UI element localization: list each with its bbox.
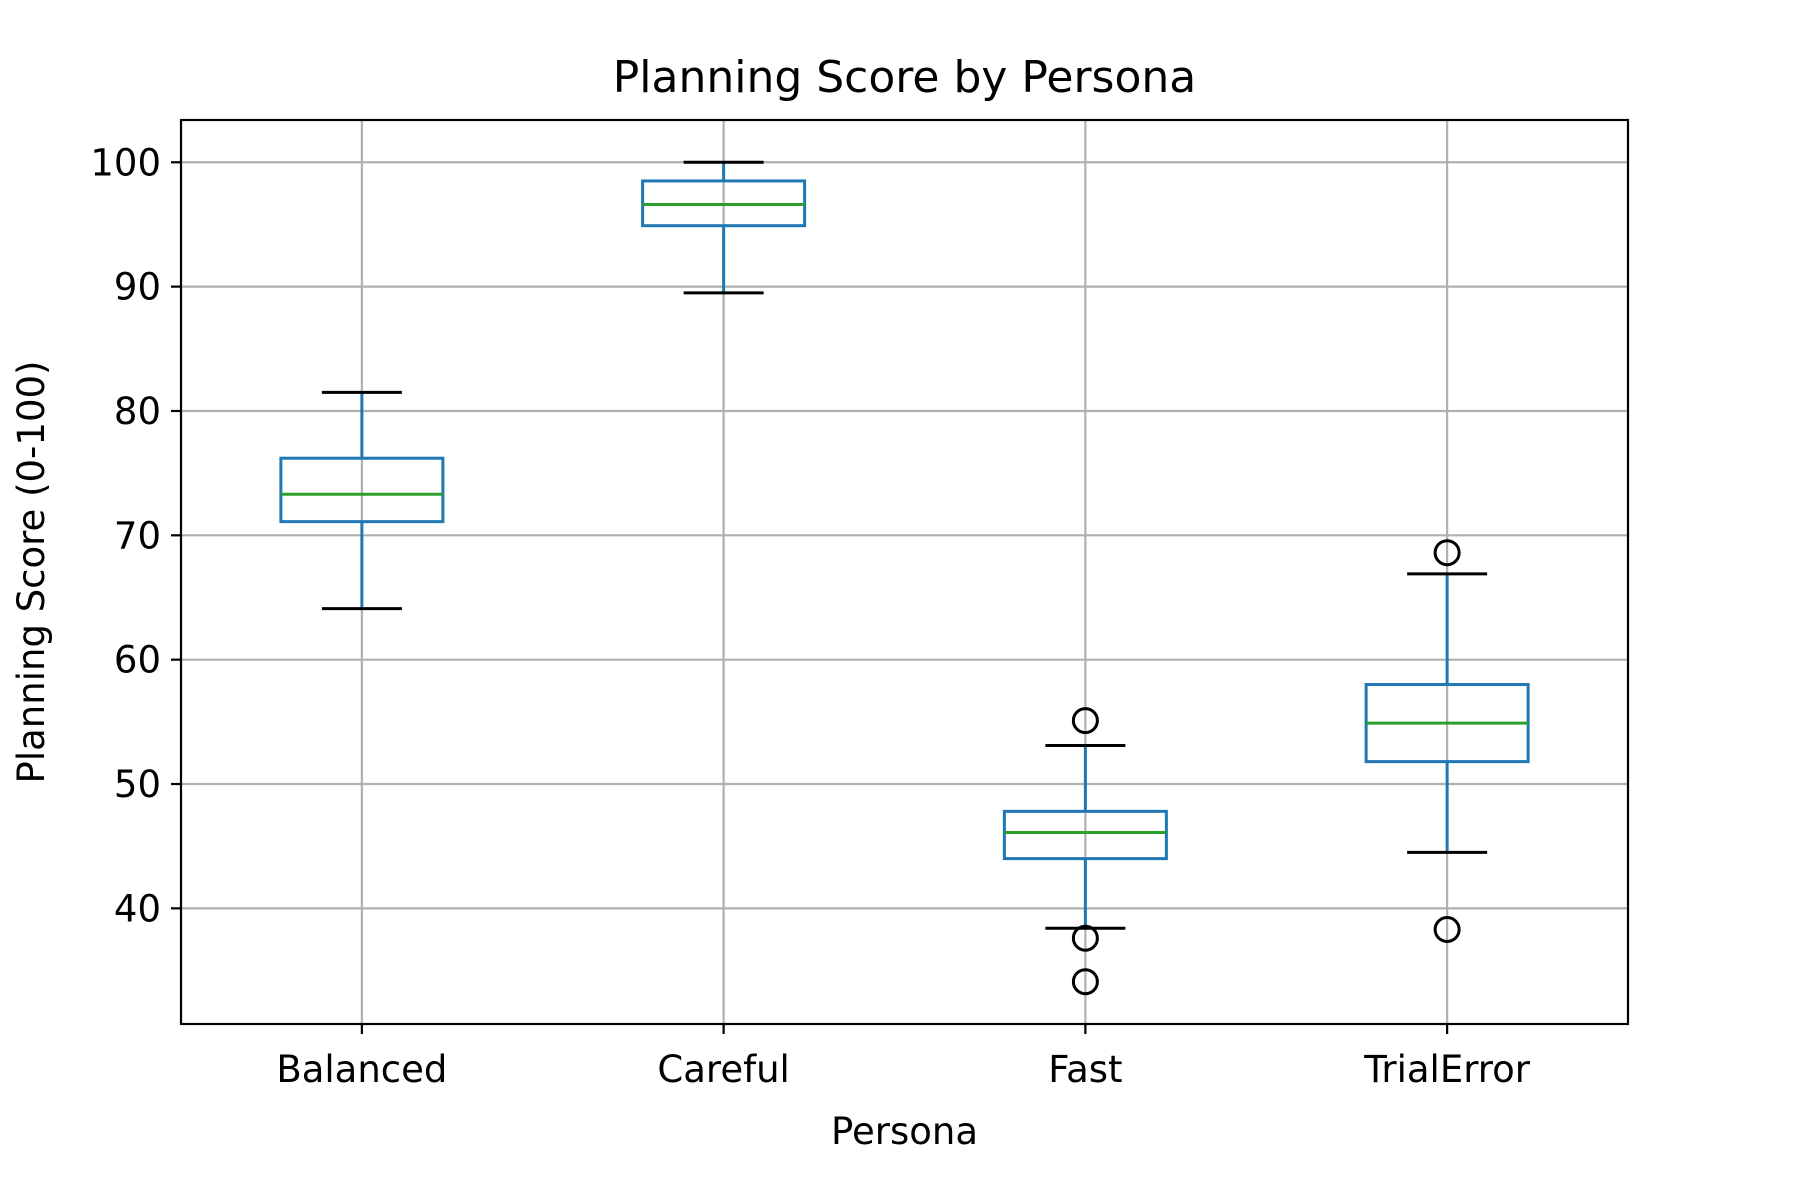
y-tick-label: 50 [114, 763, 161, 806]
y-tick-label: 40 [114, 887, 161, 930]
iqr-box [1002, 809, 1168, 861]
outlier-point [1071, 924, 1099, 952]
outlier-point [1071, 968, 1099, 996]
y-tick-label: 100 [90, 141, 161, 184]
box-group-careful [641, 160, 807, 295]
tick-layer: 40 50 60 70 80 90 100 Balanced Careful Fast TrialE… [90, 141, 1530, 1091]
box-layer [279, 160, 1530, 996]
box-group-balanced [279, 390, 445, 611]
y-tick-label: 60 [114, 639, 161, 682]
outlier-point [1071, 707, 1099, 735]
x-tick-label: Careful [657, 1048, 789, 1091]
y-tick-label: 80 [114, 390, 161, 433]
iqr-box [279, 456, 445, 524]
x-tick-label: TrialError [1363, 1048, 1531, 1091]
x-axis-label: Persona [831, 1110, 978, 1153]
y-tick-label: 70 [114, 514, 161, 557]
x-tick-label: Fast [1048, 1048, 1122, 1091]
plot-frame [179, 118, 1630, 1026]
box-group-fast [1002, 707, 1168, 996]
box-group-trialerror [1364, 539, 1530, 943]
x-tick-label: Balanced [276, 1048, 447, 1091]
outlier-point [1433, 915, 1461, 943]
y-axis-label: Planning Score (0-100) [10, 361, 53, 784]
outlier-point [1433, 539, 1461, 567]
y-tick-label: 90 [114, 266, 161, 309]
chart-title: Planning Score by Persona [613, 52, 1197, 103]
